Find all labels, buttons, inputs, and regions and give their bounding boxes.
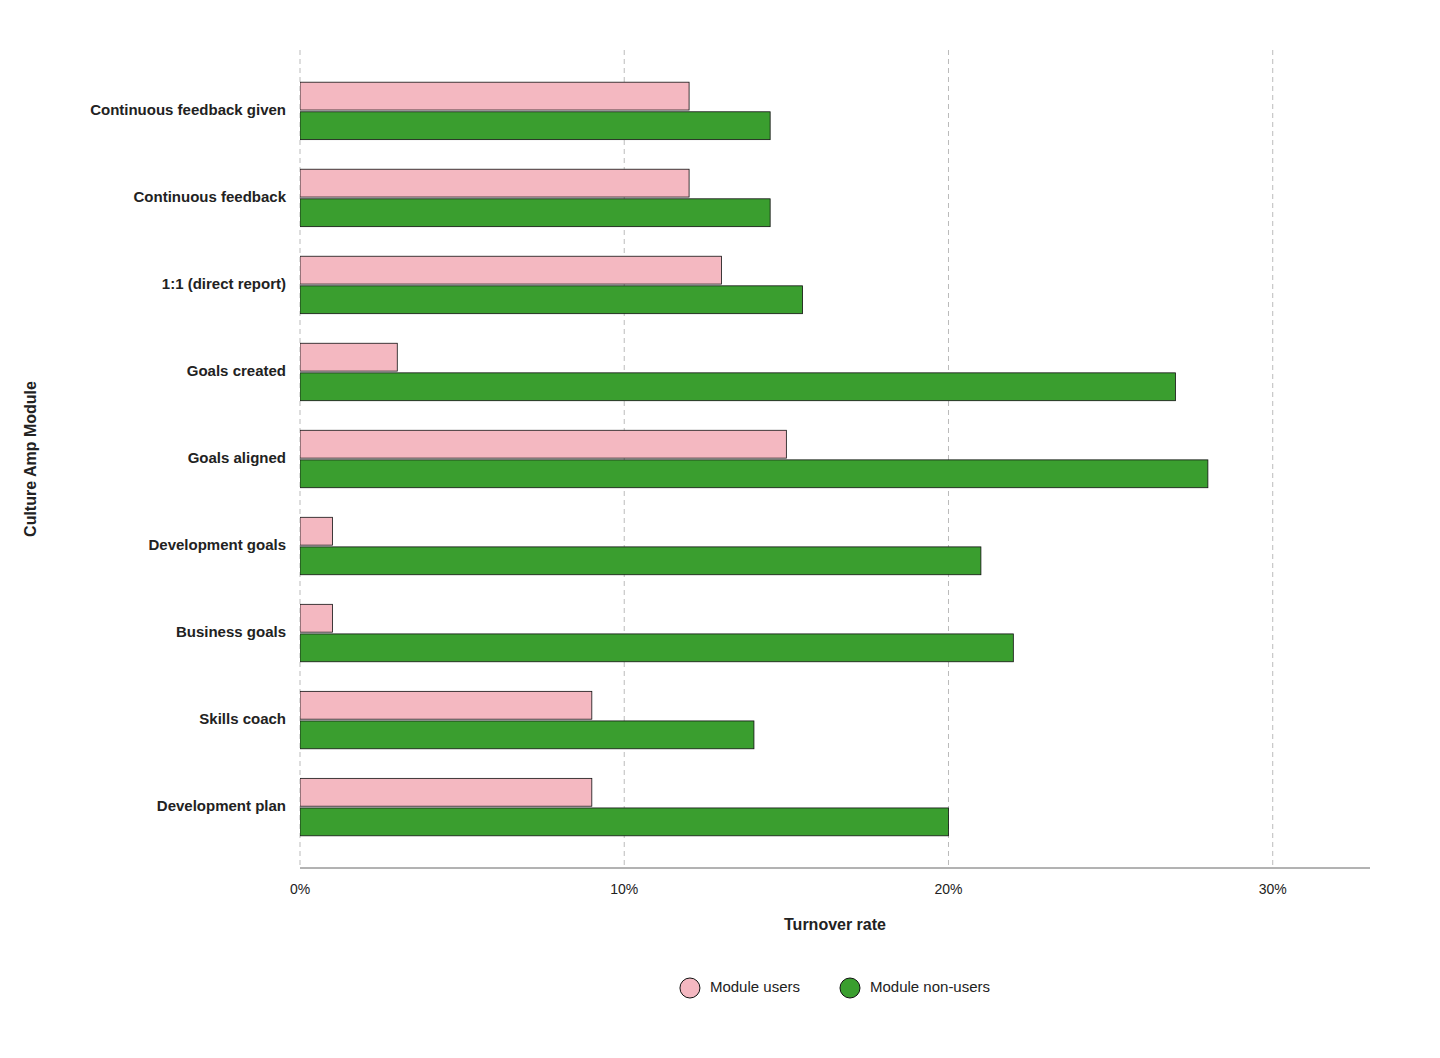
category-label: Goals aligned bbox=[188, 449, 286, 466]
bar bbox=[300, 460, 1208, 488]
bar bbox=[300, 169, 689, 197]
y-axis-label: Culture Amp Module bbox=[22, 381, 39, 537]
legend-label: Module users bbox=[710, 978, 800, 995]
grid-line bbox=[1272, 50, 1273, 868]
bar bbox=[300, 430, 786, 458]
grid-line bbox=[948, 50, 949, 868]
legend-item: Module users bbox=[680, 978, 800, 998]
legend-label: Module non-users bbox=[870, 978, 990, 995]
category-label: Goals created bbox=[187, 362, 286, 379]
category-label: Continuous feedback given bbox=[90, 101, 286, 118]
bars bbox=[300, 82, 1208, 836]
category-label: Development plan bbox=[157, 797, 286, 814]
bar bbox=[300, 691, 592, 719]
bar bbox=[300, 721, 754, 749]
legend-item: Module non-users bbox=[840, 978, 990, 998]
bar bbox=[300, 778, 592, 806]
chart: 0% 10% 20% 30% Development plan Skills coach B… bbox=[0, 0, 1440, 1058]
bar bbox=[300, 82, 689, 110]
category-label: Business goals bbox=[176, 623, 286, 640]
tick-label: 30% bbox=[1259, 881, 1287, 897]
bar bbox=[300, 286, 803, 314]
legend-marker bbox=[840, 978, 860, 998]
bar bbox=[300, 343, 397, 371]
bar bbox=[300, 808, 948, 836]
bar bbox=[300, 517, 332, 545]
bar bbox=[300, 547, 981, 575]
category-label: Development goals bbox=[148, 536, 286, 553]
x-axis-line bbox=[300, 868, 1370, 869]
bar bbox=[300, 256, 722, 284]
bar bbox=[300, 112, 770, 140]
bar bbox=[300, 604, 332, 632]
x-axis-label: Turnover rate bbox=[784, 916, 886, 933]
bar bbox=[300, 373, 1175, 401]
tick-label: 20% bbox=[934, 881, 962, 897]
legend: Module users Module non-users bbox=[680, 978, 990, 998]
bar bbox=[300, 199, 770, 227]
bar bbox=[300, 634, 1013, 662]
category-label: 1:1 (direct report) bbox=[162, 275, 286, 292]
legend-marker bbox=[680, 978, 700, 998]
category-label: Skills coach bbox=[199, 710, 286, 727]
tick-label: 0% bbox=[290, 881, 310, 897]
category-label: Continuous feedback bbox=[133, 188, 286, 205]
grid bbox=[300, 50, 1273, 868]
tick-label: 10% bbox=[610, 881, 638, 897]
